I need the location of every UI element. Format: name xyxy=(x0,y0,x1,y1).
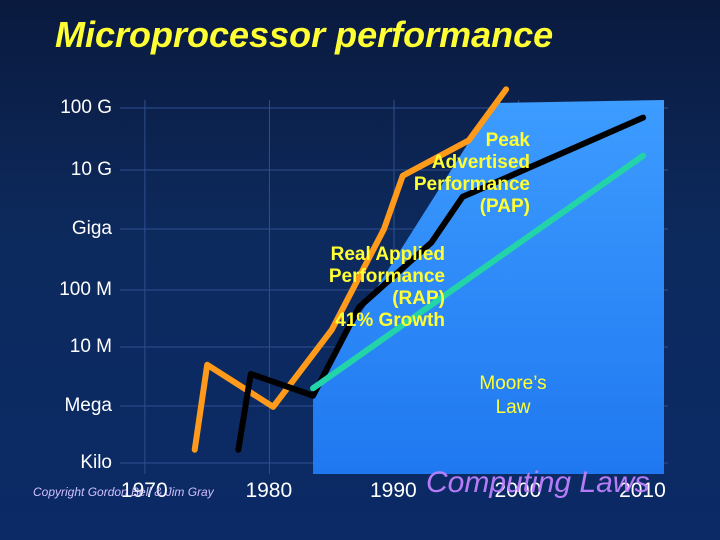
chart-title: Microprocessor performance xyxy=(55,14,554,55)
pap-annotation-line: Advertised xyxy=(431,152,530,173)
pap-annotation: Peak Advertised Performance (PAP) xyxy=(414,130,530,218)
moores-law-area xyxy=(313,100,664,474)
rap-annotation-line: Performance xyxy=(328,266,445,287)
moores-law-annotation-line: Law xyxy=(495,397,531,418)
rap-annotation-line: 41% Growth xyxy=(335,310,445,331)
x-tick-label: 1980 xyxy=(245,479,293,502)
pap-annotation-line: Performance xyxy=(413,174,530,195)
rap-series-line xyxy=(235,114,647,453)
y-tick-label: Giga xyxy=(71,218,112,239)
y-tick-label: 100 G xyxy=(60,97,112,118)
x-tick-label: 1990 xyxy=(370,479,417,502)
moores-law-annotation: Moore’s Law xyxy=(478,372,548,420)
y-tick-label: 10 G xyxy=(70,159,112,180)
rap-annotation: Real Applied Performance (RAP) 41% Growt… xyxy=(329,244,445,332)
y-tick-label: Kilo xyxy=(80,452,112,473)
moores-law-annotation-line: Moore’s xyxy=(479,373,547,394)
pap-annotation-line: (PAP) xyxy=(479,196,530,217)
rap-annotation-line: Real Applied xyxy=(330,244,445,265)
watermark-text: Computing Laws xyxy=(426,466,650,499)
copyright-text: Copyright Gordon Bell & Jim Gray xyxy=(33,485,214,499)
rap-annotation-line: (RAP) xyxy=(392,288,445,309)
pap-series-line xyxy=(191,86,510,453)
y-tick-label: Mega xyxy=(64,395,112,416)
pap-annotation-line: Peak xyxy=(485,130,530,151)
y-tick-label: 100 M xyxy=(59,279,112,300)
x-tick-label: 2000 xyxy=(494,479,542,502)
x-tick-label: 1970 xyxy=(120,479,168,502)
moores-law-line xyxy=(310,152,647,392)
y-tick-label: 10 M xyxy=(69,336,112,357)
x-tick-label: 2010 xyxy=(619,479,666,502)
